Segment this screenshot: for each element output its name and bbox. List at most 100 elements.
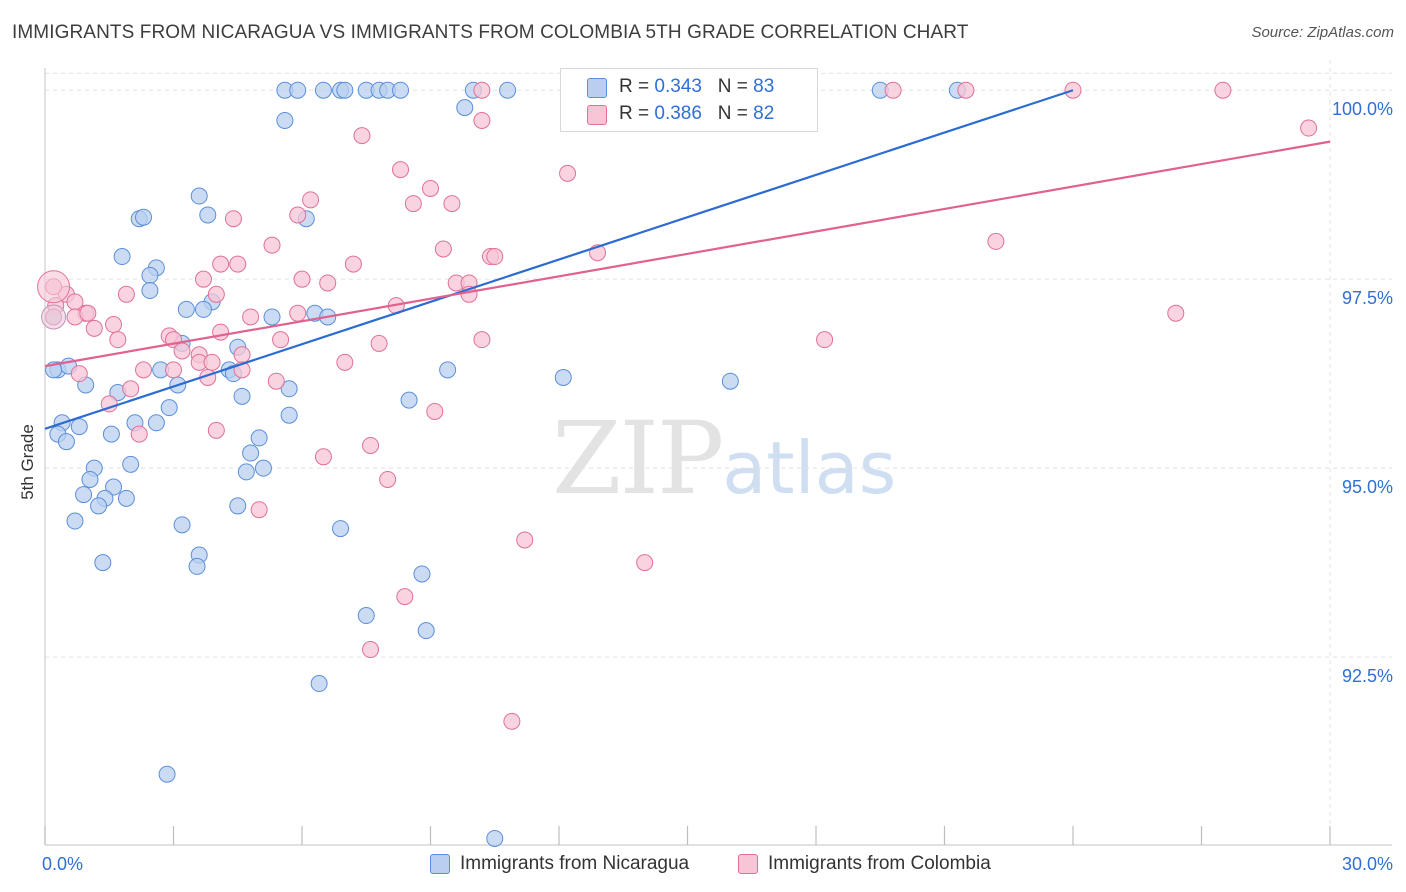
colombia-point [503,712,521,730]
colombia-point [242,308,260,326]
bottom-legend-label-colombia: Immigrants from Colombia [768,853,991,874]
legend-r-value: 0.343 [654,76,702,97]
nicaragua-point [233,387,251,405]
legend-n-label: N = [717,103,754,124]
nicaragua-point [250,429,268,447]
colombia-point [486,248,504,266]
colombia-point [263,236,281,254]
legend-r-value: 0.386 [654,103,702,124]
axes [44,68,1392,846]
nicaragua-point [413,565,431,583]
nicaragua-point [332,520,350,538]
nicaragua-point [456,99,474,117]
x-tick-label: 30.0% [1342,854,1393,874]
colombia-point [165,361,182,379]
nicaragua-point [188,557,206,575]
colombia-point [289,304,307,322]
colombia-point [344,255,362,273]
colombia-point [212,323,230,341]
colombia-point [884,81,902,99]
nicaragua-point [141,266,159,284]
colombia-point [314,448,332,466]
colombia-point [85,319,103,337]
nicaragua-point [66,512,84,530]
colombia-point [272,331,290,349]
colombia-point [207,285,225,303]
nicaragua-point [57,433,75,451]
nicaragua-point [177,300,195,318]
colombia-point [203,353,221,371]
colombia-point [336,353,354,371]
colombia-point [816,331,834,349]
nicaragua-point [400,391,418,409]
colombia-point [267,372,285,390]
colombia-trend-line [44,140,1331,368]
colombia-point-large [37,270,71,304]
watermark: ZIPatlas [552,400,896,517]
colombia-point [105,316,123,334]
colombia-point [135,361,153,379]
nicaragua-trend-line [44,89,1074,430]
data-points [37,81,1318,847]
colombia-point [443,195,461,213]
colombia-point [79,304,97,322]
y-tick-label: 97.5% [1342,288,1393,308]
nicaragua-point [237,463,255,481]
legend-swatch-colombia [587,105,607,125]
colombia-point [422,179,439,197]
nicaragua-point [417,622,435,640]
colombia-point [473,111,491,129]
colombia-point [434,240,452,258]
y-tick-label: 95.0% [1342,477,1393,497]
nicaragua-point [75,486,93,504]
nicaragua-point [102,425,120,443]
y-axis-label: 5th Grade [18,424,37,500]
nicaragua-point [263,308,281,326]
nicaragua-point [242,444,260,462]
nicaragua-point [94,554,112,572]
nicaragua-point [392,81,410,99]
colombia-point [404,195,422,213]
colombia-point [473,81,491,99]
colombia-point [379,470,397,488]
colombia-point [194,270,212,288]
colombia-point [370,334,388,352]
colombia-point [233,346,251,364]
colombia-point [1300,119,1318,137]
trend-lines [44,89,1331,430]
colombia-point [1214,81,1232,99]
colombia-point [289,206,307,224]
stats-legend: R = 0.343 N = 83 R = 0.386 N = 82 [560,68,818,132]
watermark-zip: ZIP [552,400,724,517]
nicaragua-point [486,829,504,847]
nicaragua-point [147,414,165,432]
colombia-point [293,270,311,288]
colombia-point [473,331,491,349]
colombia-point [212,255,230,273]
x-tick-label: 0.0% [42,854,83,874]
colombia-point [516,531,534,549]
nicaragua-point [310,675,328,693]
nicaragua-point [289,81,307,99]
nicaragua-point [357,607,375,625]
legend-r-label: R = [619,76,655,97]
nicaragua-point [81,470,99,488]
nicaragua-point [336,81,354,99]
nicaragua-point [721,372,739,390]
colombia-point [130,425,148,443]
colombia-point [250,501,268,519]
colombia-point [957,81,975,99]
colombia-point [362,641,380,659]
colombia-point [987,232,1005,250]
nicaragua-point [280,380,298,398]
nicaragua-point [117,489,135,507]
nicaragua-point [199,206,217,224]
nicaragua-point [135,208,153,226]
legend-swatch-nicaragua [587,78,607,98]
nicaragua-point [90,497,108,515]
nicaragua-point [194,300,212,318]
colombia-point [229,255,247,273]
nicaragua-point [113,248,131,266]
mixed-point-large [41,304,67,330]
